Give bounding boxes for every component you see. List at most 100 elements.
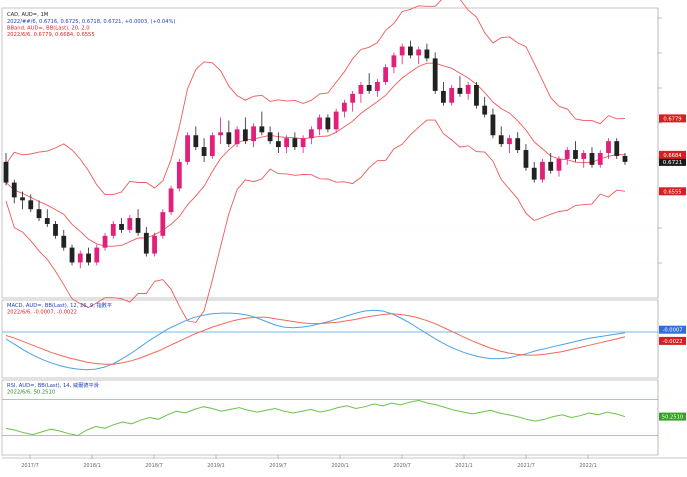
candle-body[interactable] xyxy=(416,49,422,56)
candle-body[interactable] xyxy=(589,153,595,165)
candle-body[interactable] xyxy=(449,87,455,103)
candle-body[interactable] xyxy=(606,141,611,153)
candle-body[interactable] xyxy=(573,150,578,159)
candle-body[interactable] xyxy=(548,161,554,171)
candle-body[interactable] xyxy=(135,218,141,233)
candle-body[interactable] xyxy=(20,197,25,201)
candle-body[interactable] xyxy=(432,58,438,91)
candle-body[interactable] xyxy=(143,232,149,254)
candle-body[interactable] xyxy=(614,141,620,156)
candle-body[interactable] xyxy=(242,129,248,142)
macd-value-label: -0.0022 xyxy=(662,339,682,345)
candle-body[interactable] xyxy=(94,247,100,263)
main-header-line: 2022/##/6, 0.6716, 0.6725, 0.6718, 0.672… xyxy=(7,19,175,25)
candle-body[interactable] xyxy=(300,138,306,148)
candle-body[interactable] xyxy=(110,223,116,236)
candle-body[interactable] xyxy=(11,182,17,198)
candle-body[interactable] xyxy=(540,161,545,180)
macd-header-line: 2022/6/6, -0.0007, -0.0022 xyxy=(7,309,77,315)
candle-body[interactable] xyxy=(234,129,240,145)
main-header-line: BBand, AUD=, BB(Last), 20, 2.0 xyxy=(7,25,90,31)
candle-body[interactable] xyxy=(383,67,389,83)
macd-value-badge xyxy=(659,325,686,334)
candle-body[interactable] xyxy=(622,155,628,162)
band-price-badge xyxy=(659,187,686,196)
candle-body[interactable] xyxy=(185,135,190,162)
candle-body[interactable] xyxy=(498,135,504,145)
candle-body[interactable] xyxy=(523,150,529,168)
candle-body[interactable] xyxy=(292,138,298,148)
candle-body[interactable] xyxy=(53,223,58,236)
candle-body[interactable] xyxy=(69,247,75,263)
x-axis-label: 2018/1 xyxy=(83,463,101,469)
candle-body[interactable] xyxy=(424,49,430,59)
candle-body[interactable] xyxy=(507,138,512,145)
candle-body[interactable] xyxy=(259,126,265,133)
candle-body[interactable] xyxy=(441,90,446,103)
candle-body[interactable] xyxy=(284,138,290,148)
candle-body[interactable] xyxy=(482,105,488,115)
main-header-line: 2022/6/6, 0.6779, 0.6684, 0.6555 xyxy=(7,32,95,38)
candle-body[interactable] xyxy=(391,55,397,68)
candle-body[interactable] xyxy=(333,111,339,130)
candle-body[interactable] xyxy=(160,212,166,236)
x-axis-label: 2019/7 xyxy=(269,463,287,469)
candle-body[interactable] xyxy=(375,82,380,91)
candle-body[interactable] xyxy=(218,132,223,136)
candle-body[interactable] xyxy=(531,167,537,180)
x-axis-label: 2021/1 xyxy=(455,463,473,469)
candle-body[interactable] xyxy=(176,161,182,189)
candle-body[interactable] xyxy=(457,87,463,94)
candle-body[interactable] xyxy=(325,117,331,130)
candle-body[interactable] xyxy=(341,102,347,112)
band-price-label: 0.6684 xyxy=(663,153,682,159)
panel-frame-macd xyxy=(1,299,659,379)
candle-body[interactable] xyxy=(358,84,364,94)
candle-body[interactable] xyxy=(399,46,405,56)
candle-body[interactable] xyxy=(350,93,356,103)
candle-body[interactable] xyxy=(168,188,174,213)
rsi-header-line: RSI, AUD=, BB(Last), 14, 威爾德平滑 xyxy=(7,381,99,389)
candle-body[interactable] xyxy=(28,200,34,210)
candle-body[interactable] xyxy=(581,153,587,159)
candle-body[interactable] xyxy=(44,218,50,224)
candle-body[interactable] xyxy=(408,46,413,56)
candle-body[interactable] xyxy=(474,84,479,106)
band-price-badge xyxy=(659,150,686,159)
candle-body[interactable] xyxy=(102,235,108,248)
candle-body[interactable] xyxy=(556,158,562,171)
candle-body[interactable] xyxy=(597,153,603,165)
candle-body[interactable] xyxy=(465,84,471,94)
candle-body[interactable] xyxy=(36,209,42,219)
candle-body[interactable] xyxy=(317,117,323,130)
candle-body[interactable] xyxy=(515,138,521,151)
x-axis-label: 2020/1 xyxy=(331,463,349,469)
macd-value-label: -0.0007 xyxy=(662,328,682,334)
candle-body[interactable] xyxy=(308,129,314,139)
candle-body[interactable] xyxy=(226,132,232,145)
candle-body[interactable] xyxy=(86,253,91,263)
candle-body[interactable] xyxy=(152,235,157,254)
candle-body[interactable] xyxy=(275,141,281,148)
candle-body[interactable] xyxy=(193,135,199,148)
candle-body[interactable] xyxy=(490,114,496,136)
candle-body[interactable] xyxy=(209,135,215,156)
candle-body[interactable] xyxy=(77,253,83,263)
candle-body[interactable] xyxy=(61,235,67,248)
band-price-label: 0.6779 xyxy=(663,116,681,122)
candle-body[interactable] xyxy=(3,161,9,183)
macd-header-line: MACD, AUD=, BB(Last), 12, 26, 9, 指數平 xyxy=(7,301,112,309)
candle-body[interactable] xyxy=(127,218,133,230)
candle-body[interactable] xyxy=(119,223,124,230)
main-title: CAD, AUD=, 1M xyxy=(7,12,48,18)
candle-body[interactable] xyxy=(201,147,207,156)
candle-body[interactable] xyxy=(267,132,273,142)
bollinger-upper-line xyxy=(5,0,626,196)
candle-body[interactable] xyxy=(251,126,256,142)
panel-frame-main xyxy=(1,7,659,299)
candle-body[interactable] xyxy=(564,150,570,159)
macd-value-badge xyxy=(659,336,686,345)
candle-body[interactable] xyxy=(366,84,372,91)
rsi-value-label: 50.2510 xyxy=(662,415,683,421)
